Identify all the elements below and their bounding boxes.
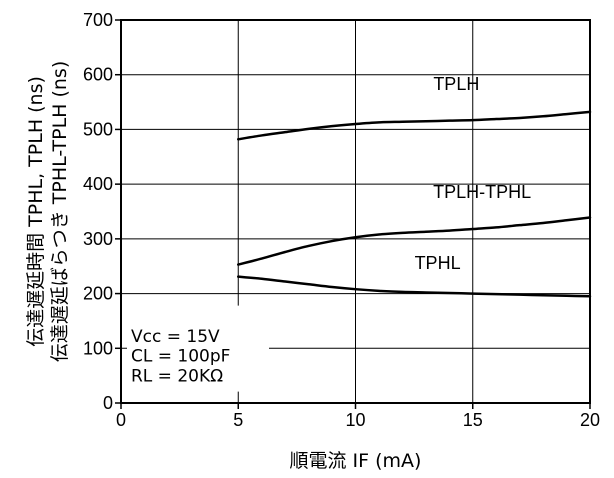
y-axis-title-secondary: 伝達遅延ばらつき TPHL-TPLH (ns) — [49, 61, 71, 363]
x-tick-label: 20 — [580, 410, 600, 430]
y-tick-label: 100 — [83, 338, 113, 358]
series-line-tplh — [237, 110, 592, 141]
series-line-tplh-tphl — [237, 216, 592, 266]
x-tick-label: 5 — [233, 410, 243, 430]
y-tick-label: 200 — [83, 284, 113, 304]
series-label-tplh: TPLH — [433, 74, 479, 94]
y-tick-label: 600 — [83, 65, 113, 85]
y-tick-label: 0 — [103, 393, 113, 413]
condition-block: Vcc = 15V CL = 100pF RL = 20KΩ — [127, 305, 269, 392]
y-tick-label: 700 — [83, 10, 113, 30]
y-tick-label: 500 — [83, 119, 113, 139]
y-axis-title-primary: 伝達遅延時間 TPHL, TPLH (ns) — [25, 76, 47, 347]
x-tick-label: 0 — [116, 410, 126, 430]
series-layer — [237, 110, 592, 298]
x-tick-label: 10 — [345, 410, 365, 430]
condition-rl: RL = 20KΩ — [131, 367, 223, 387]
condition-cl: CL = 100pF — [131, 346, 230, 366]
y-axis-title-group: 伝達遅延時間 TPHL, TPLH (ns) 伝達遅延ばらつき TPHL-TPL… — [25, 61, 71, 363]
series-line-tphl — [237, 275, 592, 298]
series-label-layer: TPLH TPLH-TPHL TPHL — [415, 74, 532, 273]
x-tick-label: 15 — [463, 410, 483, 430]
x-axis-title: 順電流 IF (mA) — [290, 450, 422, 472]
condition-background — [127, 305, 269, 392]
series-label-tphl: TPHL — [415, 253, 461, 273]
y-tick-label: 400 — [83, 174, 113, 194]
y-tick-label: 300 — [83, 229, 113, 249]
condition-vcc: Vcc = 15V — [131, 327, 220, 347]
series-label-tplh-tphl: TPLH-TPHL — [433, 182, 531, 202]
